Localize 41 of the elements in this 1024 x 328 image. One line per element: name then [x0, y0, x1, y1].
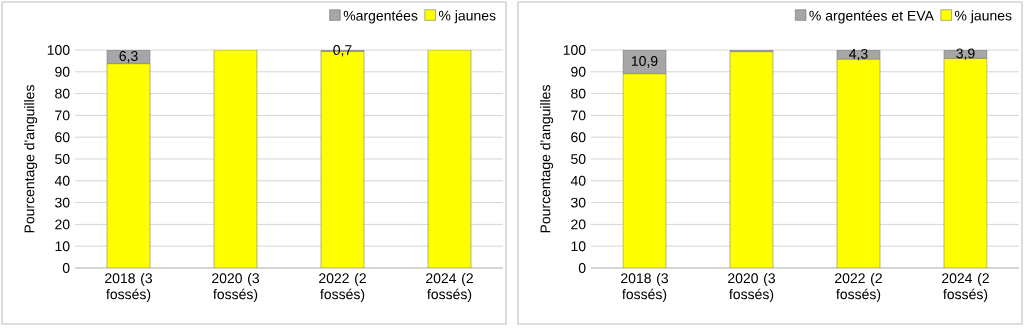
- legend-label: % jaunes: [438, 10, 496, 24]
- y-tick-label: 10: [571, 241, 586, 252]
- x-tick-label: 2022 (2 fossés): [319, 272, 366, 302]
- y-tick-label: 0: [578, 263, 586, 273]
- y-tick-label: 60: [571, 132, 586, 143]
- y-tick-label: 60: [55, 132, 70, 143]
- y-tick-label: 40: [54, 175, 70, 186]
- x-tick-label: 2024 (2 fossés): [426, 272, 473, 302]
- y-tick-label: 70: [571, 110, 586, 121]
- data-label: 0,7: [333, 44, 352, 57]
- data-label: 4,3: [849, 48, 868, 61]
- y-tick-label: 90: [55, 66, 70, 77]
- x-tick-label: 2020 (3 fossés): [728, 272, 775, 302]
- y-tick-label: 50: [571, 154, 586, 164]
- y-tick-label: 90: [571, 66, 586, 77]
- x-tick-label: 2018 (3 fossés): [105, 272, 153, 302]
- y-tick-label: 20: [55, 219, 70, 230]
- data-label: 10,9: [631, 56, 658, 68]
- x-tick-label: 2024 (2 fossés): [942, 272, 989, 302]
- legend-label: % jaunes: [954, 10, 1012, 24]
- y-tick-label: 10: [55, 241, 70, 252]
- y-tick-label: 80: [55, 88, 70, 99]
- y-tick-label: 30: [571, 197, 586, 208]
- y-tick-label: 50: [55, 154, 70, 164]
- y-axis-title: Pourcentage d'anguilles: [24, 85, 38, 233]
- legend-label: % argentées et EVA: [809, 10, 934, 24]
- y-tick-label: 80: [571, 88, 586, 99]
- y-tick-label: 0: [62, 263, 70, 273]
- x-tick-label: 2018 (3 fossés): [621, 272, 668, 302]
- y-axis-title: Pourcentage d'anguilles: [540, 85, 554, 233]
- data-label: 3,9: [956, 48, 975, 61]
- data-label: 6,3: [119, 51, 138, 63]
- legend-label: %argentées: [343, 10, 418, 24]
- y-tick-label: 100: [563, 45, 586, 55]
- y-tick-label: 40: [570, 175, 586, 186]
- y-tick-label: 30: [55, 197, 70, 208]
- y-tick-label: 20: [571, 219, 586, 230]
- x-tick-label: 2020 (3 fossés): [212, 272, 260, 302]
- y-tick-label: 70: [55, 110, 70, 121]
- x-tick-label: 2022 (2 fossés): [835, 272, 882, 302]
- y-tick-label: 100: [47, 45, 70, 55]
